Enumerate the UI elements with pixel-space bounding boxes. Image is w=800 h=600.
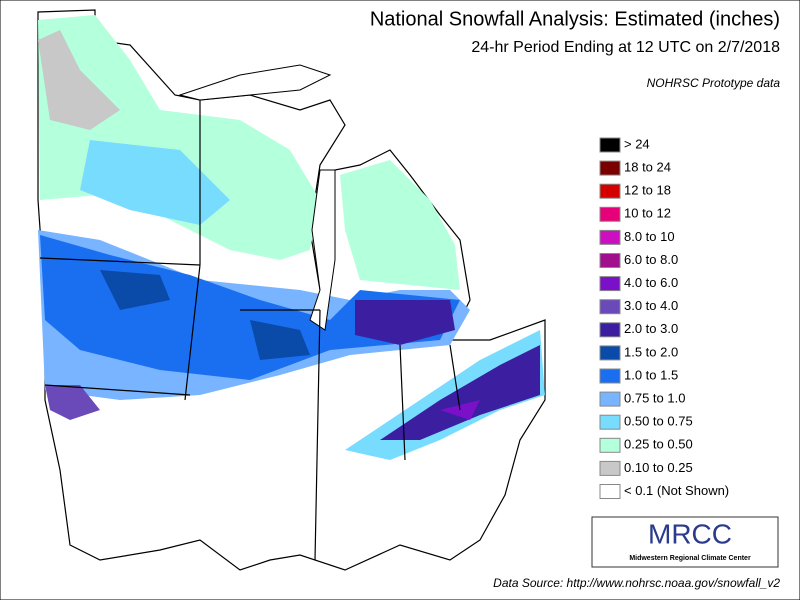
legend-swatch xyxy=(599,345,621,361)
snow-band xyxy=(380,345,540,440)
legend-swatch xyxy=(599,253,621,268)
legend-label: 1.0 to 1.5 xyxy=(624,367,678,382)
snow-band xyxy=(345,330,545,460)
legend-swatch xyxy=(599,368,621,384)
subtitle: 24-hr Period Ending at 12 UTC on 2/7/201… xyxy=(471,39,780,56)
snow-band xyxy=(80,140,230,225)
legend-swatch xyxy=(599,484,621,499)
snow-band xyxy=(40,235,460,380)
note: NOHRSC Prototype data xyxy=(647,76,781,90)
legend-swatch xyxy=(599,322,621,338)
legend-swatch xyxy=(599,229,621,245)
legend-swatch xyxy=(599,206,621,222)
legend-swatch xyxy=(599,437,621,453)
snow-band xyxy=(340,160,460,290)
legend-label: 4.0 to 6.0 xyxy=(624,275,678,290)
logo-box xyxy=(591,516,779,568)
legend-swatch xyxy=(599,299,621,315)
lake-superior xyxy=(178,64,332,101)
snow-band xyxy=(100,270,310,360)
logo: MRCC Midwestern Regional Climate Center xyxy=(591,516,779,568)
legend-swatch xyxy=(599,137,621,153)
legend-label: 12 to 18 xyxy=(624,183,671,198)
legend-label: 0.50 to 0.75 xyxy=(624,414,693,429)
logo-full-name: Midwestern Regional Climate Center xyxy=(629,555,751,562)
snow-band xyxy=(38,30,120,130)
legend-label: 1.5 to 2.0 xyxy=(624,344,678,359)
logo-name: MRCC xyxy=(648,518,732,549)
legend-label: > 24 xyxy=(624,136,650,151)
legend: > 24 18 to 24 12 to 18 10 to 12 8.0 to 10 6.0… xyxy=(599,136,729,499)
legend-label: 8.0 to 10 xyxy=(624,229,675,244)
legend-label: 10 to 12 xyxy=(624,206,671,221)
legend-label: 6.0 to 8.0 xyxy=(624,252,678,267)
legend-swatch xyxy=(599,183,621,199)
legend-label: 0.75 to 1.0 xyxy=(624,391,685,406)
legend-label: 0.10 to 0.25 xyxy=(624,460,693,475)
legend-swatch xyxy=(599,160,621,176)
legend-label: 3.0 to 4.0 xyxy=(624,298,678,313)
lake-michigan xyxy=(309,169,336,331)
snow-band xyxy=(355,300,455,345)
snow-band xyxy=(38,15,320,260)
legend-label: 0.25 to 0.50 xyxy=(624,437,693,452)
snow-band xyxy=(45,385,100,420)
title: National Snowfall Analysis: Estimated (i… xyxy=(370,8,780,30)
legend-label: 18 to 24 xyxy=(624,160,671,175)
map xyxy=(37,9,546,571)
legend-swatch xyxy=(599,391,621,407)
legend-swatch xyxy=(599,414,621,430)
legend-label: < 0.1 (Not Shown) xyxy=(624,483,729,498)
legend-swatch xyxy=(599,276,621,292)
legend-label: 2.0 to 3.0 xyxy=(624,321,678,336)
state-lines xyxy=(39,100,461,561)
legend-swatch xyxy=(599,460,621,476)
data-source: Data Source: http://www.nohrsc.noaa.gov/… xyxy=(493,576,780,590)
